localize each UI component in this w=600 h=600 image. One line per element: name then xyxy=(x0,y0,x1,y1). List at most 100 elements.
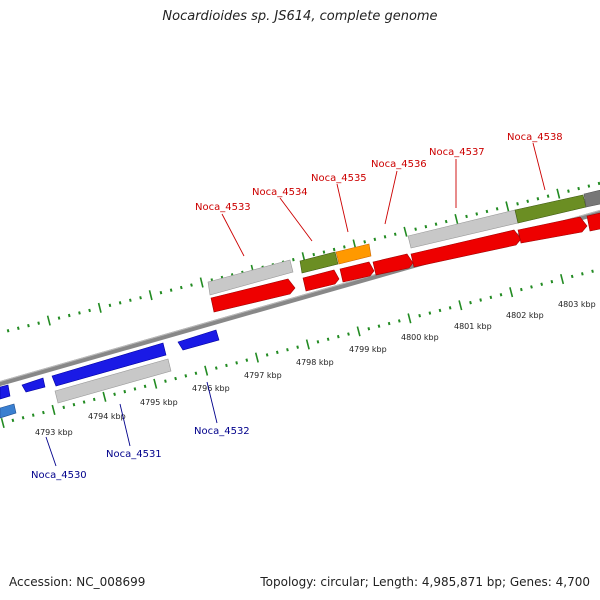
minor-tick xyxy=(424,224,428,229)
gene-noca-4534[interactable] xyxy=(302,269,340,292)
minor-tick xyxy=(296,345,299,349)
minor-tick xyxy=(495,207,499,211)
minor-tick xyxy=(108,303,112,308)
gene-noca-4535[interactable] xyxy=(339,261,375,283)
minor-tick xyxy=(499,293,503,297)
gene-noca-4530b[interactable] xyxy=(0,403,17,419)
major-tick xyxy=(407,313,412,324)
minor-tick xyxy=(383,235,387,239)
minor-tick xyxy=(475,212,479,216)
minor-tick xyxy=(143,384,147,389)
feature-darkgray xyxy=(583,189,600,208)
minor-tick xyxy=(174,376,177,381)
minor-tick xyxy=(62,405,66,410)
minor-tick xyxy=(397,319,401,323)
minor-tick xyxy=(78,311,81,315)
minor-tick xyxy=(448,306,452,310)
minor-tick xyxy=(587,184,591,188)
gene-noca-4537[interactable] xyxy=(410,229,522,268)
minor-tick xyxy=(516,202,519,206)
minor-tick xyxy=(164,379,167,383)
minor-tick xyxy=(37,321,40,325)
major-tick xyxy=(403,226,408,237)
gene-noca-4531[interactable] xyxy=(21,377,46,393)
gene-label-noca-4532: Noca_4532 xyxy=(194,426,250,437)
minor-tick xyxy=(214,366,218,370)
minor-tick xyxy=(367,327,371,331)
major-tick xyxy=(204,365,209,376)
map-title: Nocardioides sp. JS614, complete genome xyxy=(162,9,438,24)
minor-tick xyxy=(265,353,269,357)
gene-noca-4539[interactable] xyxy=(586,212,600,232)
minor-tick xyxy=(11,418,15,423)
minor-tick xyxy=(373,237,377,242)
gene-noca-4531b[interactable] xyxy=(51,342,167,387)
gene-noca-4532[interactable] xyxy=(177,329,220,351)
minor-tick xyxy=(275,350,279,355)
gene-label-noca-4537: Noca_4537 xyxy=(429,147,485,158)
reverse-gene-labels: Noca_4530 Noca_4531 Noca_4532 xyxy=(31,426,250,481)
minor-tick xyxy=(72,402,76,407)
minor-tick xyxy=(326,337,330,341)
major-tick xyxy=(509,287,514,298)
minor-tick xyxy=(225,363,228,368)
minor-tick xyxy=(92,397,96,402)
minor-tick xyxy=(332,247,336,252)
major-tick xyxy=(560,274,565,285)
gene-label-noca-4535: Noca_4535 xyxy=(311,173,367,184)
minor-tick xyxy=(597,181,600,186)
minor-tick xyxy=(591,269,594,273)
minor-tick xyxy=(292,257,295,262)
feature-gray-2 xyxy=(207,259,294,296)
scale-label: 4796 kbp xyxy=(192,384,230,393)
minor-tick xyxy=(577,186,580,191)
minor-tick xyxy=(418,313,421,318)
minor-tick xyxy=(57,316,61,320)
minor-tick xyxy=(322,250,326,254)
minor-tick xyxy=(336,334,340,339)
gene-label-noca-4530: Noca_4530 xyxy=(31,470,87,481)
reverse-label-leaders xyxy=(45,381,218,467)
minor-tick xyxy=(139,296,142,300)
gene-noca-4538[interactable] xyxy=(517,216,588,244)
minor-tick xyxy=(570,274,574,279)
gene-noca-4530[interactable] xyxy=(0,384,11,400)
scale-label: 4798 kbp xyxy=(296,358,334,367)
gene-label-noca-4538: Noca_4538 xyxy=(507,132,563,143)
gene-label-noca-4531: Noca_4531 xyxy=(106,449,162,460)
major-tick xyxy=(454,214,459,225)
minor-tick xyxy=(118,301,122,305)
accession-text: Accession: NC_008699 xyxy=(9,575,146,589)
minor-tick xyxy=(235,361,238,365)
minor-tick xyxy=(428,311,432,315)
major-tick xyxy=(46,315,51,326)
minor-tick xyxy=(245,358,249,362)
minor-tick xyxy=(581,272,584,276)
minor-tick xyxy=(530,285,533,289)
gene-noca-4533[interactable] xyxy=(210,278,296,313)
minor-tick xyxy=(42,410,45,415)
major-tick xyxy=(102,391,107,402)
minor-tick xyxy=(133,387,137,391)
gene-noca-4536[interactable] xyxy=(372,253,414,276)
minor-tick xyxy=(67,313,71,318)
minor-tick xyxy=(184,374,188,378)
major-tick xyxy=(199,277,204,288)
minor-tick xyxy=(363,240,367,244)
minor-tick xyxy=(479,298,482,302)
major-tick xyxy=(0,417,5,429)
major-tick xyxy=(51,404,56,415)
minor-tick xyxy=(159,290,163,295)
minor-tick xyxy=(312,252,316,257)
genome-stats-text: Topology: circular; Length: 4,985,871 bp… xyxy=(260,575,590,589)
minor-tick xyxy=(438,308,442,313)
major-tick xyxy=(505,201,510,212)
forward-label-leaders xyxy=(221,142,546,257)
minor-tick xyxy=(88,308,91,313)
minor-tick xyxy=(469,300,472,305)
minor-tick xyxy=(434,222,438,226)
minor-tick xyxy=(540,282,544,286)
minor-tick xyxy=(190,283,193,287)
minor-tick xyxy=(526,199,530,203)
scale-label: 4800 kbp xyxy=(401,333,439,342)
